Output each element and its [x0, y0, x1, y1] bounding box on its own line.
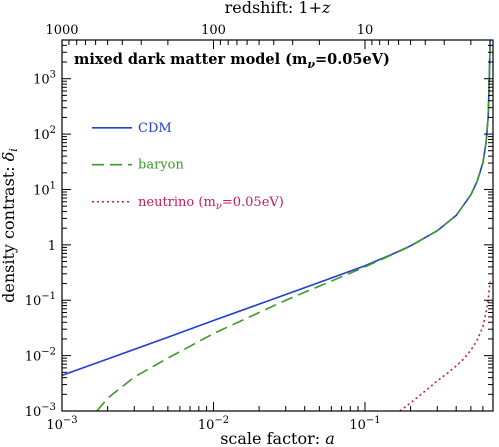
y-tick-label: 103 [33, 70, 56, 88]
plot-frame [61, 39, 494, 412]
y-tick-label: 102 [33, 125, 56, 143]
model-annotation: mixed dark matter model (mν=0.05eV) [74, 51, 390, 71]
legend-label-3: neutrino (mν=0.05eV) [138, 195, 284, 212]
top-tick-label: 10 [357, 23, 374, 38]
x-axis-title: scale factor: a [220, 429, 335, 447]
y-tick-label: 10−1 [25, 291, 56, 309]
top-tick-label: 1000 [45, 23, 78, 38]
y-tick-label: 1 [48, 239, 56, 254]
legend-label-2: baryon [138, 158, 184, 173]
top-tick-label: 100 [201, 23, 226, 38]
x-tick-label: 10−2 [198, 415, 229, 433]
y-tick-label: 101 [33, 180, 56, 198]
legend: CDM baryon neutrino (mν=0.05eV) [92, 121, 284, 212]
x-tick-label: 10−1 [349, 415, 380, 433]
x-tick-label: 10−3 [46, 415, 77, 433]
series-line-3 [399, 281, 491, 411]
y-axis-title: density contrast: δi [0, 148, 20, 303]
top-axis-title: redshift: 1+z [225, 0, 331, 17]
y-tick-label: 10−2 [25, 347, 56, 365]
y-tick-label: 10−3 [25, 402, 56, 420]
legend-label-1: CDM [138, 121, 172, 136]
series-line-2 [96, 40, 491, 411]
